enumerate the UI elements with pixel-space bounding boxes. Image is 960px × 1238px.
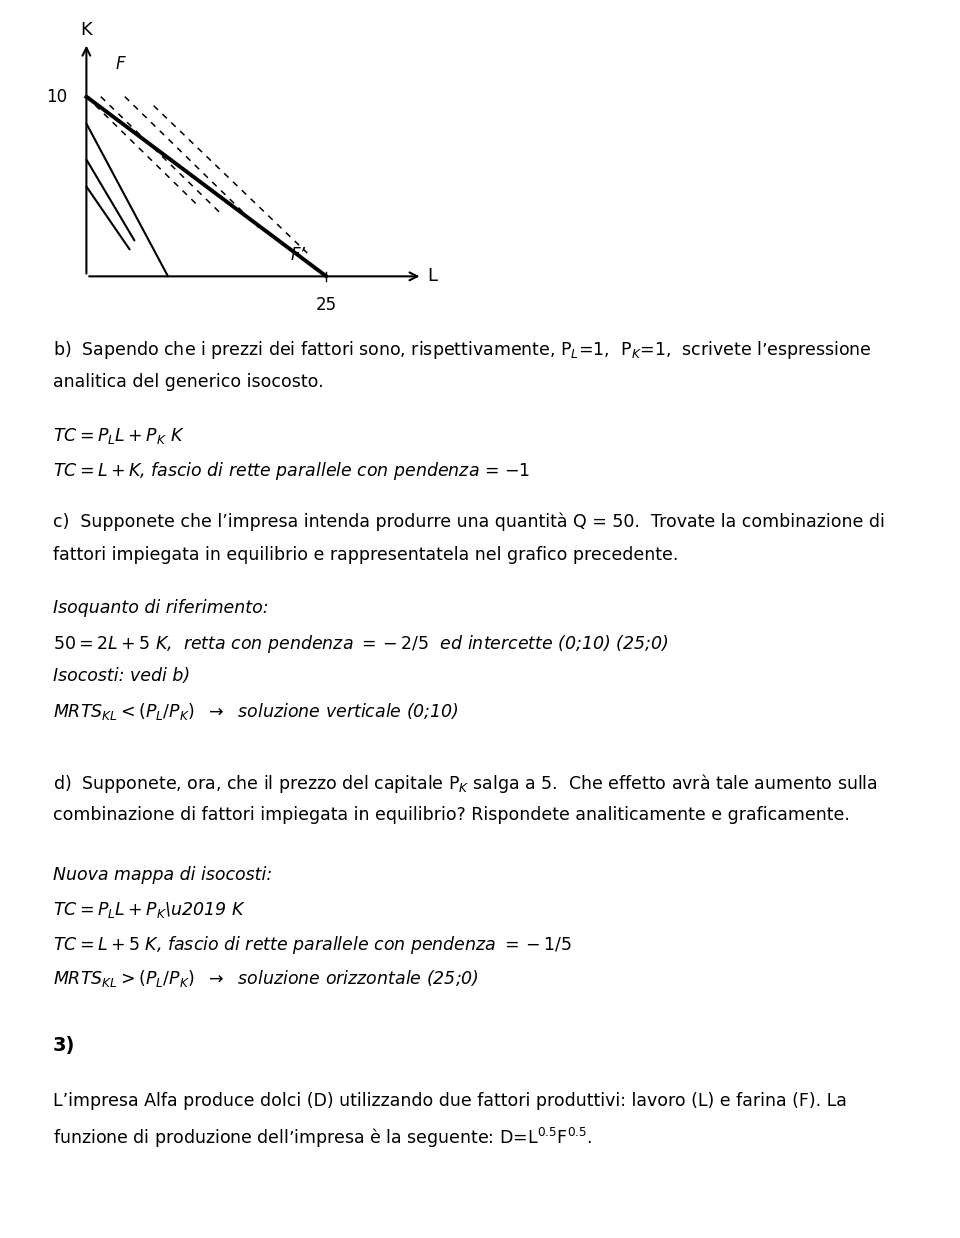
Text: analitica del generico isocosto.: analitica del generico isocosto. — [53, 374, 324, 391]
Text: $50 = 2L + 5\ K$,  retta con pendenza $= -2/5$  ed intercette (0;10) (25;0): $50 = 2L + 5\ K$, retta con pendenza $= … — [53, 633, 668, 655]
Text: Isocosti: vedi b): Isocosti: vedi b) — [53, 667, 190, 685]
Text: L: L — [427, 267, 437, 285]
Text: Isoquanto di riferimento:: Isoquanto di riferimento: — [53, 599, 269, 617]
Text: combinazione di fattori impiegata in equilibrio? Rispondete analiticamente e gra: combinazione di fattori impiegata in equ… — [53, 806, 850, 825]
Text: $TC = L + 5\ K$, fascio di rette parallele con pendenza $= - 1/5$: $TC = L + 5\ K$, fascio di rette paralle… — [53, 935, 572, 956]
Text: $MRTS_{KL}$$>(P_L/P_K)$  $\rightarrow$  soluzione orizzontale (25;0): $MRTS_{KL}$$>(P_L/P_K)$ $\rightarrow$ so… — [53, 968, 479, 989]
Text: L’impresa Alfa produce dolci (D) utilizzando due fattori produttivi: lavoro (L) : L’impresa Alfa produce dolci (D) utilizz… — [53, 1092, 847, 1110]
Text: 25: 25 — [316, 296, 337, 314]
Text: funzione di produzione dell’impresa è la seguente: D=L$^{0.5}$F$^{0.5}$.: funzione di produzione dell’impresa è la… — [53, 1127, 592, 1150]
Text: fattori impiegata in equilibrio e rappresentatela nel grafico precedente.: fattori impiegata in equilibrio e rappre… — [53, 546, 678, 565]
Text: $TC= P_L L + P_K$\u2019 $K$: $TC= P_L L + P_K$\u2019 $K$ — [53, 900, 246, 920]
Text: d)  Supponete, ora, che il prezzo del capitale P$_K$ salga a 5.  Che effetto avr: d) Supponete, ora, che il prezzo del cap… — [53, 773, 877, 795]
Text: 3): 3) — [53, 1036, 75, 1055]
Text: c)  Supponete che l’impresa intenda produrre una quantità Q = 50.  Trovate la co: c) Supponete che l’impresa intenda produ… — [53, 513, 885, 531]
Text: F: F — [115, 56, 125, 73]
Text: F’: F’ — [290, 246, 305, 264]
Text: $TC = L + K$, fascio di rette parallele con pendenza = $-1$: $TC = L + K$, fascio di rette parallele … — [53, 459, 530, 482]
Text: $MRTS_{KL}$$<(P_L/P_K)$  $\rightarrow$  soluzione verticale (0;10): $MRTS_{KL}$$<(P_L/P_K)$ $\rightarrow$ so… — [53, 701, 459, 722]
Text: Nuova mappa di isocosti:: Nuova mappa di isocosti: — [53, 867, 272, 884]
Text: K: K — [81, 21, 92, 40]
Text: $TC= P_L L + P_K\ K$: $TC= P_L L + P_K\ K$ — [53, 426, 184, 446]
Text: b)  Sapendo che i prezzi dei fattori sono, rispettivamente, P$_L$=1,  P$_K$=1,  : b) Sapendo che i prezzi dei fattori sono… — [53, 339, 872, 361]
Text: 10: 10 — [46, 88, 67, 105]
